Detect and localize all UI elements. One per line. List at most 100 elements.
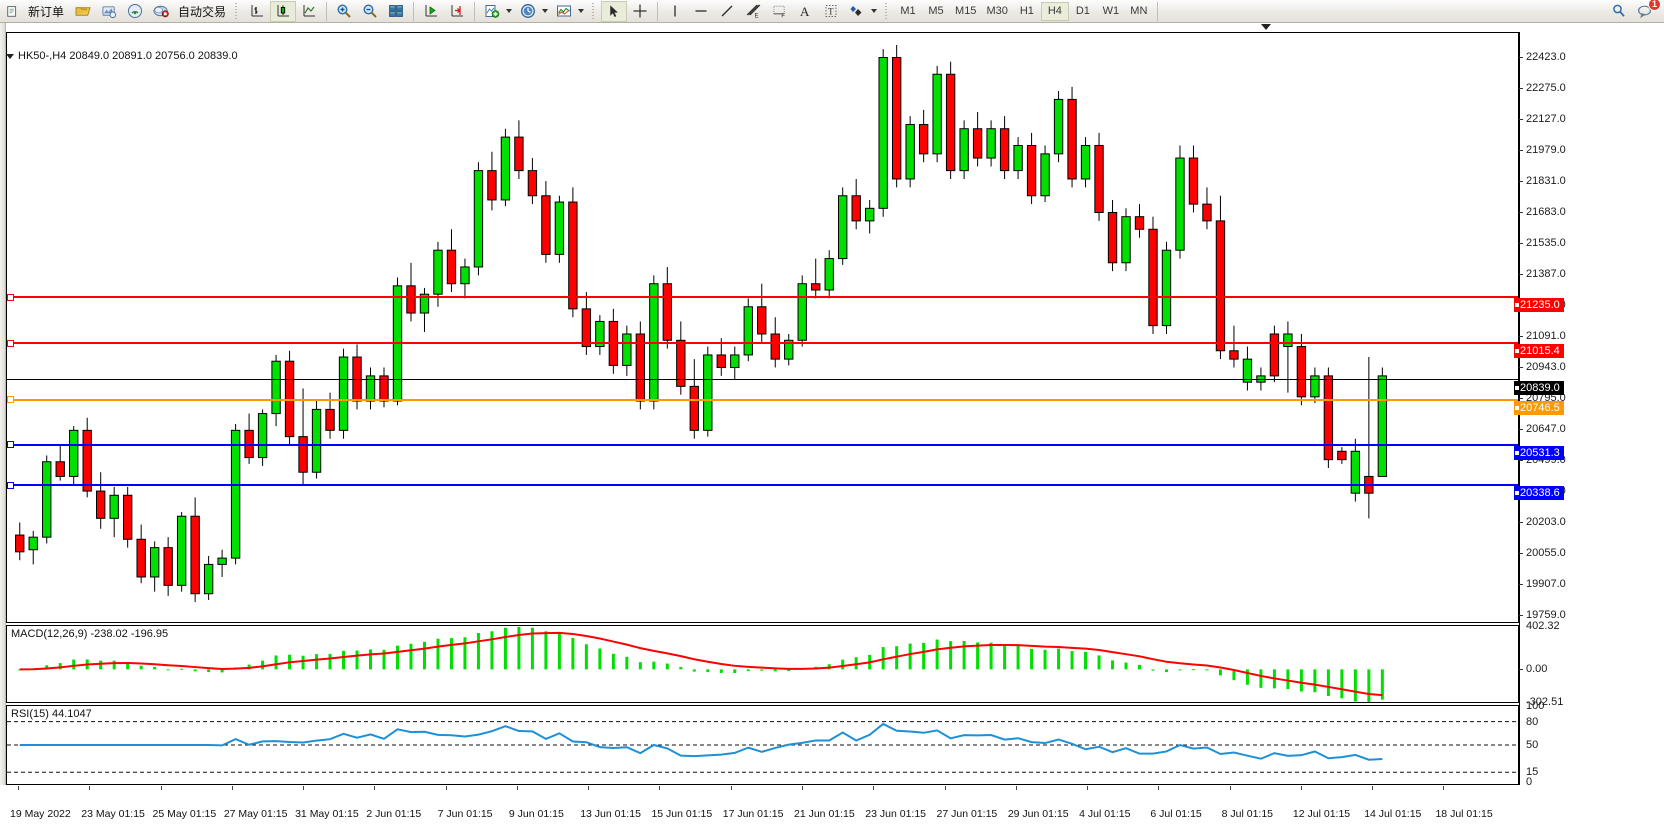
toolbar-grip-3[interactable] [884, 2, 891, 20]
profiles-icon[interactable] [96, 1, 122, 22]
price-tag-resistance-2[interactable]: 21015.4 [1514, 344, 1564, 359]
price-tag-text: 20746.5 [1520, 401, 1560, 414]
price-tick [1519, 428, 1523, 430]
chat-icon[interactable]: 1 [1632, 0, 1661, 22]
price-tick-label: 20943.0 [1526, 360, 1566, 373]
indicators-dropdown-caret[interactable] [506, 9, 513, 13]
timeframe-mn[interactable]: MN [1130, 5, 1148, 17]
price-line-handle-support-1[interactable] [7, 441, 14, 449]
price-line-resistance-1[interactable] [7, 296, 1518, 299]
price-tick-label: 20203.0 [1526, 515, 1566, 528]
candlestick-chart-icon[interactable] [270, 0, 297, 22]
price-tag-last-price[interactable]: 20839.0 [1514, 381, 1564, 396]
timeframe-d1[interactable]: D1 [1075, 5, 1090, 17]
scroll-marker-icon[interactable] [1261, 24, 1271, 30]
shapes-dropdown-caret[interactable] [871, 9, 878, 13]
price-tick [1519, 335, 1523, 337]
time-axis[interactable]: 19 May 2022 23 May 01:15 25 May 01:15 27 Ma… [6, 786, 1519, 830]
price-line-support-1[interactable] [7, 443, 1518, 446]
price-tick-label: 20647.0 [1526, 422, 1566, 435]
price-line-resistance-2[interactable] [7, 342, 1518, 345]
price-tag-support-1[interactable]: 20531.3 [1514, 445, 1564, 460]
autotrade-button[interactable]: 自动交易 [178, 4, 227, 19]
chart-menu-caret-icon[interactable] [6, 53, 14, 59]
shapes-icon[interactable] [844, 1, 870, 22]
macd-pane[interactable]: MACD(12,26,9) -238.02 -196.95 [6, 625, 1519, 703]
timeframe-w1[interactable]: W1 [1102, 5, 1120, 17]
text-icon[interactable]: A [792, 1, 818, 22]
period-dropdown-caret[interactable] [542, 9, 549, 13]
price-tag-pivot[interactable]: 20746.5 [1514, 400, 1564, 415]
price-tick [1519, 552, 1523, 554]
macd-scale-label: -302.51 [1526, 696, 1564, 708]
rsi-scale-label: 0 [1526, 775, 1533, 788]
time-tick [802, 786, 803, 790]
time-label: 18 Jul 01:15 [1435, 808, 1493, 820]
trendline-icon[interactable] [714, 1, 740, 22]
time-label: 31 May 01:15 [295, 808, 359, 820]
crosshair-icon[interactable] [627, 1, 653, 22]
bar-chart-icon[interactable] [244, 1, 270, 22]
search-icon[interactable] [1606, 1, 1632, 22]
price-line-handle-resistance-1[interactable] [7, 293, 14, 301]
timeframe-m5[interactable]: M5 [928, 5, 944, 17]
time-tick [18, 786, 19, 790]
channel-icon[interactable]: F [766, 1, 792, 22]
time-tick [374, 786, 376, 790]
svg-text:T: T [828, 7, 834, 17]
toolbar-separator-5 [1156, 1, 1158, 21]
price-line-last-price[interactable] [7, 379, 1518, 381]
price-tag-text: 20338.6 [1520, 487, 1560, 500]
rsi-scale-label: 100 [1526, 700, 1545, 712]
time-label: 2 Jun 01:15 [366, 808, 422, 820]
signals-icon[interactable] [122, 1, 148, 22]
timeframe-m15[interactable]: M15 [955, 5, 977, 17]
price-tick [1519, 242, 1523, 244]
zoom-in-icon[interactable] [331, 1, 357, 22]
timeframe-m1[interactable]: M1 [900, 5, 916, 17]
folder-icon[interactable] [70, 1, 96, 22]
price-line-pivot[interactable] [7, 398, 1518, 401]
label-icon[interactable]: T [818, 1, 844, 22]
templates-dropdown-caret[interactable] [578, 9, 585, 13]
price-axis[interactable]: 22423.0 22275.0 22127.0 21979.0 21831.0 21683… [1514, 32, 1664, 788]
price-tag-resistance-1[interactable]: 21235.0 [1514, 298, 1564, 313]
price-tag-knob [1514, 385, 1520, 392]
tile-windows-icon[interactable] [383, 1, 409, 22]
templates-icon[interactable] [551, 1, 577, 22]
horizontal-line-icon[interactable] [688, 1, 714, 22]
price-pane[interactable] [6, 32, 1519, 623]
time-tick [1372, 786, 1374, 790]
price-tag-support-2[interactable]: 20338.6 [1514, 486, 1564, 501]
autotrade-icon[interactable] [148, 1, 174, 22]
chart-area[interactable]: HK50-,H4 20849.0 20891.0 20756.0 20839.0… [0, 23, 1664, 830]
vertical-line-icon[interactable] [662, 1, 688, 22]
toolbar-grip-2[interactable] [591, 2, 598, 20]
price-tick [1519, 56, 1523, 58]
line-chart-icon[interactable] [296, 1, 322, 22]
price-line-handle-resistance-2[interactable] [7, 339, 14, 347]
new-order-icon[interactable] [0, 1, 26, 22]
price-line-handle-pivot[interactable] [7, 396, 14, 404]
price-tick-label: 21831.0 [1526, 174, 1566, 187]
cursor-icon[interactable] [601, 0, 628, 22]
timeframe-h1[interactable]: H1 [1019, 5, 1034, 17]
time-tick [944, 786, 946, 790]
zoom-out-icon[interactable] [357, 1, 383, 22]
shift-end-icon[interactable] [418, 1, 444, 22]
fibonacci-icon[interactable]: E [740, 1, 766, 22]
period-icon[interactable] [515, 1, 541, 22]
new-order-button[interactable]: 新订单 [28, 4, 65, 19]
time-tick [160, 786, 162, 790]
timeframe-h4[interactable]: H4 [1040, 1, 1069, 21]
price-line-support-2[interactable] [7, 484, 1518, 487]
timeframe-m30[interactable]: M30 [986, 5, 1008, 17]
macd-label: MACD(12,26,9) -238.02 -196.95 [11, 628, 169, 640]
rsi-pane[interactable]: RSI(15) 44.1047 [6, 705, 1519, 785]
price-tick-label: 20055.0 [1526, 546, 1566, 559]
toolbar-grip[interactable] [234, 2, 241, 20]
time-tick [445, 786, 447, 790]
indicators-icon[interactable] [479, 1, 505, 22]
price-line-handle-support-2[interactable] [7, 481, 14, 489]
autoscroll-icon[interactable] [444, 1, 470, 22]
